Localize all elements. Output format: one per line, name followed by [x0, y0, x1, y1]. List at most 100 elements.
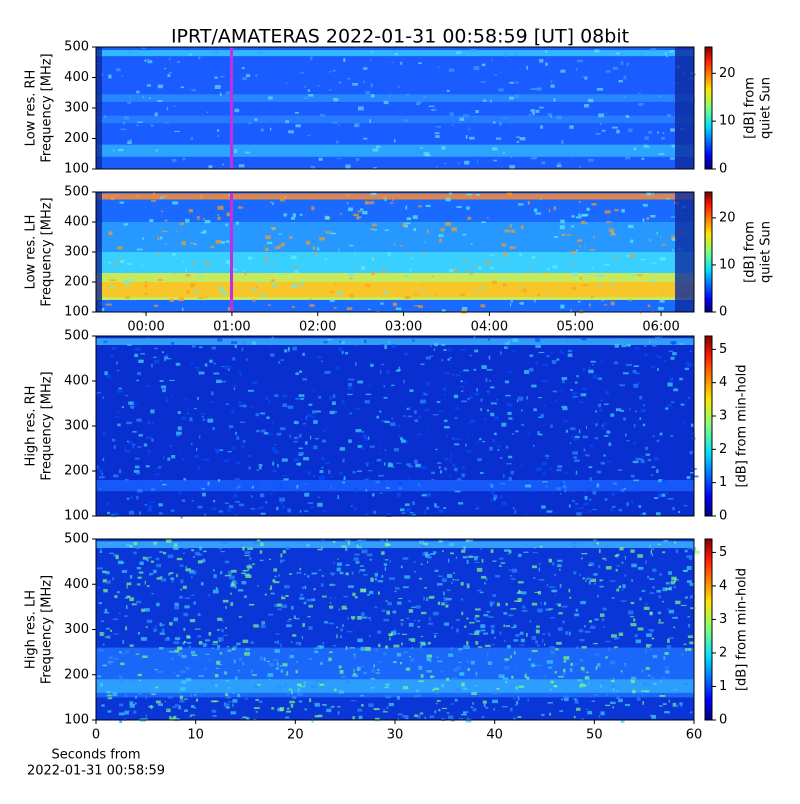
spectrogram-speck [238, 649, 241, 651]
spectrogram-speck [397, 632, 401, 635]
spectrogram-speck [158, 466, 162, 469]
spectrogram-speck [179, 595, 184, 599]
spectrogram-speck [600, 461, 605, 465]
spectrogram-speck [161, 230, 164, 232]
spectrogram-speck [228, 504, 234, 509]
spectrogram-speck [267, 673, 274, 677]
y-axis-label: High res. RH [24, 386, 39, 467]
spectrogram-speck [461, 401, 463, 403]
spectrogram-speck [493, 708, 496, 711]
spectrogram-speck [254, 118, 258, 122]
y-tick-label: 100 [64, 509, 89, 524]
spectrogram-speck [327, 338, 333, 341]
spectrogram-speck [548, 666, 553, 669]
spectrogram-speck [486, 611, 490, 613]
spectrogram-speck [383, 708, 386, 711]
spectrogram-speck [501, 243, 507, 247]
spectrogram-speck [121, 653, 126, 655]
spectrogram-speck [268, 400, 271, 404]
spectrogram-speck [630, 239, 634, 243]
spectrogram-speck [560, 304, 565, 309]
spectrogram-speck [419, 146, 424, 149]
spectrogram-speck [299, 72, 305, 74]
spectrogram-speck [435, 135, 440, 138]
spectrogram-speck [230, 711, 237, 715]
spectrogram-speck [575, 646, 579, 650]
spectrogram-speck [457, 478, 462, 481]
spectrogram-speck [250, 508, 256, 510]
spectrogram-speck [650, 630, 654, 633]
spectrogram-speck [582, 577, 585, 580]
spectrogram-speck [605, 704, 611, 707]
spectrogram-speck [384, 345, 388, 350]
spectrogram-speck [511, 568, 518, 573]
spectrogram-speck [686, 566, 692, 571]
spectrogram-speck [472, 702, 474, 705]
spectrogram-speck [620, 61, 624, 65]
spectrogram-speck [135, 653, 140, 655]
spectrogram-speck [356, 666, 361, 671]
spectrogram-speck [370, 59, 372, 61]
spectrogram-speck [292, 346, 297, 351]
spectrogram-speck [466, 193, 473, 196]
spectrogram-speck [113, 512, 119, 517]
spectrogram-speck [280, 560, 282, 564]
spectrogram-speck [511, 350, 516, 352]
spectrogram-speck [475, 629, 481, 633]
spectrogram-speck [584, 625, 586, 628]
spectrogram-speck [440, 470, 443, 474]
spectrogram-speck [432, 551, 437, 554]
spectrogram-speck [286, 671, 289, 676]
spectrogram-speck [248, 564, 251, 568]
spectrogram-speck [409, 254, 412, 256]
spectrogram-speck [475, 264, 477, 269]
spectrogram-speck [400, 661, 403, 665]
spectrogram-speck [596, 470, 602, 474]
spectrogram-speck [549, 688, 553, 691]
spectrogram-speck [351, 571, 354, 575]
spectrogram-speck [215, 239, 222, 244]
spectrogram-speck [211, 672, 215, 675]
spectrogram-speck [610, 701, 616, 705]
spectrogram-speck [272, 447, 276, 451]
spectrogram-speck [167, 573, 171, 576]
spectrogram-speck [616, 565, 621, 567]
spectrogram-speck [126, 421, 132, 425]
spectrogram-speck [508, 476, 512, 481]
colorbar-tick-label: 5 [719, 342, 727, 357]
spectrogram-speck [469, 395, 474, 399]
spectrogram-speck [663, 656, 666, 661]
spectrogram-speck [398, 434, 401, 437]
spectrogram-speck [467, 397, 470, 400]
spectrogram-speck [385, 487, 390, 489]
spectrogram-speck [352, 592, 356, 597]
spectrogram-speck [454, 443, 460, 446]
spectrogram-speck [287, 508, 291, 513]
spectrogram-speck [547, 113, 552, 117]
spectrogram-speck [665, 51, 667, 56]
y-tick-label: 300 [64, 245, 89, 260]
spectrogram-speck [617, 469, 623, 471]
spectrogram-speck [666, 587, 671, 591]
spectrogram-speck [321, 546, 324, 550]
spectrogram-speck [520, 301, 524, 305]
spectrogram-speck [548, 290, 550, 294]
spectrogram-speck [147, 60, 153, 64]
spectrogram-speck [454, 490, 461, 493]
spectrogram-speck [689, 641, 694, 645]
spectrogram-speck [515, 633, 520, 637]
spectrogram-speck [462, 556, 468, 559]
spectrogram-speck [458, 661, 462, 663]
spectrogram-speck [554, 573, 557, 577]
spectrogram-speck [170, 717, 176, 720]
spectrogram-speck [491, 59, 494, 62]
spectrogram-speck [317, 496, 320, 498]
spectrogram-speck [486, 369, 493, 371]
spectrogram-speck [474, 557, 478, 561]
spectrogram-speck [658, 595, 661, 599]
spectrogram-speck [283, 478, 289, 481]
spectrogram-speck [510, 578, 516, 580]
spectrogram-speck [237, 671, 239, 674]
spectrogram-speck [180, 86, 185, 89]
spectrogram-speck [381, 420, 387, 422]
